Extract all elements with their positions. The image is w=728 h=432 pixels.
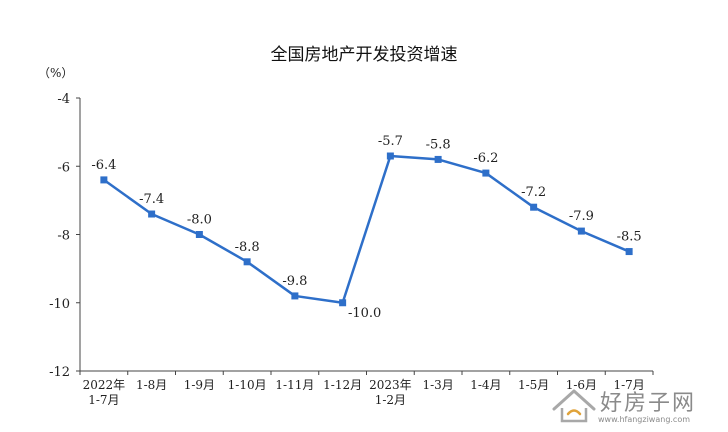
y-axis-unit-label: （%） bbox=[38, 66, 74, 80]
data-point bbox=[625, 248, 633, 256]
data-point bbox=[482, 169, 490, 177]
data-label: -8.0 bbox=[187, 213, 212, 228]
data-point bbox=[100, 176, 108, 184]
x-tick-label: 1-11月 bbox=[275, 378, 314, 392]
x-tick-label: 1-6月 bbox=[566, 378, 597, 392]
x-tick-label: 2023年 bbox=[369, 378, 412, 392]
data-point bbox=[243, 258, 251, 266]
data-label: -8.5 bbox=[617, 230, 642, 245]
data-point bbox=[148, 210, 156, 218]
data-label: -10.0 bbox=[348, 306, 381, 321]
data-point bbox=[195, 231, 203, 238]
data-label: -6.2 bbox=[473, 151, 498, 166]
data-point bbox=[291, 292, 299, 300]
data-label: -6.4 bbox=[91, 158, 116, 173]
watermark-brand: 好房子网 bbox=[600, 391, 697, 416]
chart-axes bbox=[76, 97, 654, 375]
chart-title: 全国房地产开发投资增速 bbox=[270, 45, 458, 65]
x-tick-label: 1-2月 bbox=[375, 393, 406, 407]
x-tick-label: 1-9月 bbox=[184, 378, 215, 392]
y-tick-label: -4 bbox=[57, 92, 70, 107]
data-label: -9.8 bbox=[282, 274, 307, 289]
x-tick-label: 1-7月 bbox=[613, 378, 644, 392]
data-label: -5.7 bbox=[378, 134, 403, 149]
x-tick-label: 1-5月 bbox=[518, 378, 549, 392]
x-tick-label: 1-8月 bbox=[136, 378, 167, 392]
series-line bbox=[103, 154, 630, 304]
data-label: -5.8 bbox=[426, 137, 451, 152]
x-tick-label: 1-10月 bbox=[228, 378, 267, 392]
data-point bbox=[339, 299, 347, 307]
data-point bbox=[386, 152, 394, 160]
watermark-logo: 好房子网 www.hfangziwang.com bbox=[550, 383, 725, 429]
x-tick-label: 1-12月 bbox=[323, 378, 362, 392]
data-labels: -6.4 -7.4 -8.0 -8.8 -9.8 -10.0 -5.7 -5.8 -6.2 -7.… bbox=[91, 134, 641, 321]
data-point bbox=[530, 203, 538, 211]
y-tick-labels: -4 -6 -8 -10 -12 bbox=[49, 92, 70, 380]
x-tick-label: 1-7月 bbox=[88, 393, 119, 407]
x-tick-label: 1-3月 bbox=[422, 378, 453, 392]
series-layer bbox=[100, 152, 633, 307]
x-tick-label: 1-4月 bbox=[470, 378, 501, 392]
x-tick-label: 2022年 bbox=[83, 378, 126, 392]
y-tick-label: -10 bbox=[49, 297, 70, 312]
y-tick-label: -6 bbox=[57, 160, 70, 175]
data-label: -7.2 bbox=[521, 185, 546, 200]
watermark-url: www.hfangziwang.com bbox=[598, 415, 691, 424]
data-point bbox=[577, 227, 585, 235]
y-tick-label: -8 bbox=[57, 229, 70, 244]
data-point bbox=[434, 155, 442, 163]
data-label: -8.8 bbox=[235, 240, 260, 255]
data-label: -7.9 bbox=[569, 209, 594, 224]
house-logo-icon bbox=[552, 389, 596, 423]
data-label: -7.4 bbox=[139, 192, 164, 207]
y-tick-label: -12 bbox=[49, 365, 70, 380]
